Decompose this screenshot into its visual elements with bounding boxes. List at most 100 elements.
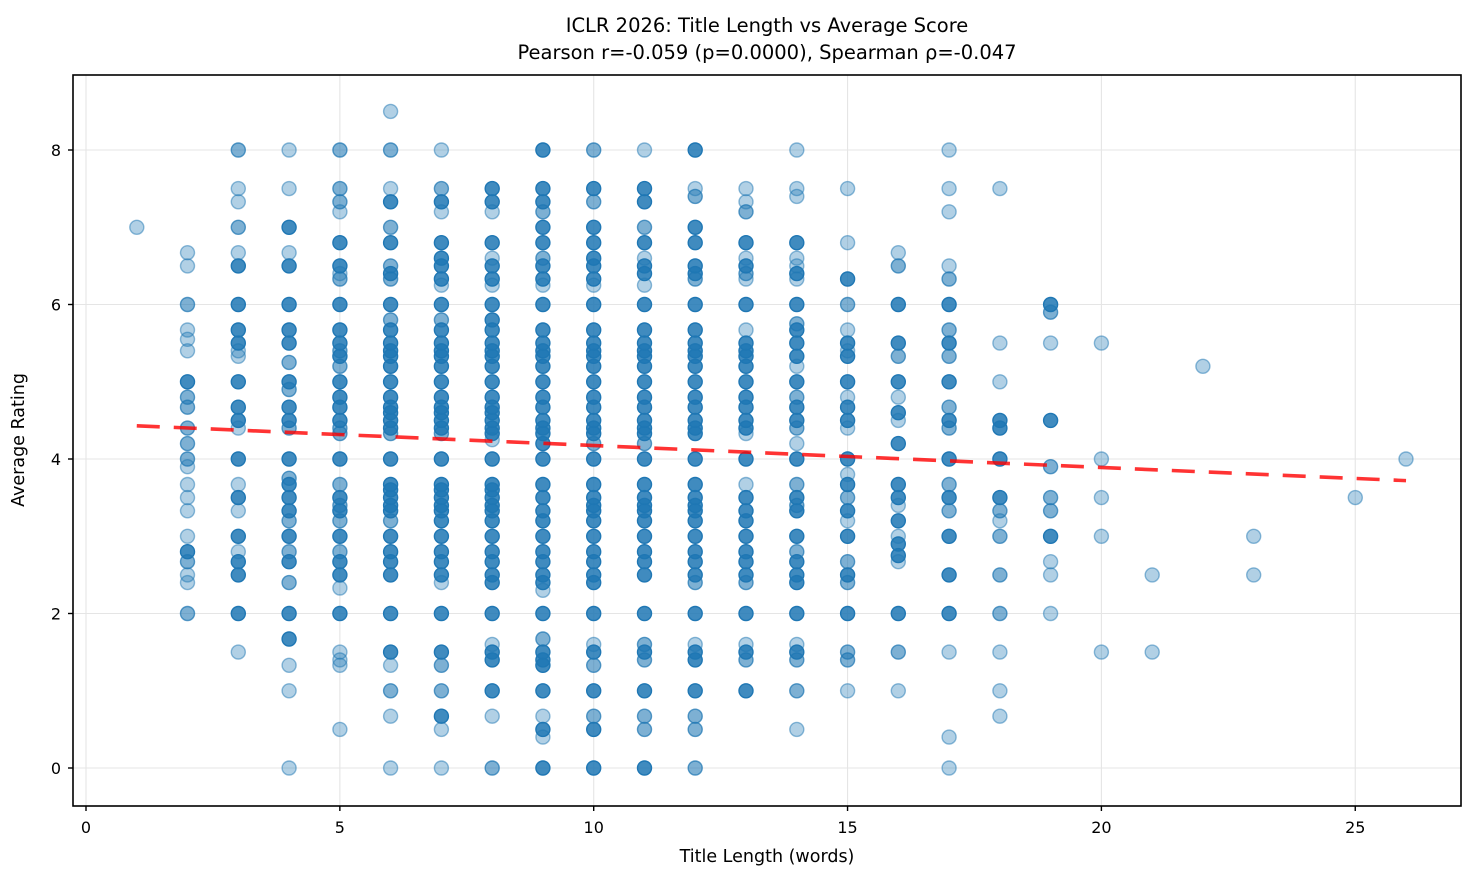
scatter-point (586, 683, 602, 699)
scatter-point (738, 476, 754, 493)
scatter-point (789, 265, 805, 282)
scatter-point (687, 683, 703, 699)
scatter-point (890, 412, 906, 429)
scatter-point (230, 348, 247, 364)
scatter-point (636, 721, 653, 738)
scatter-point (586, 374, 602, 390)
scatter-point (179, 374, 196, 390)
scatter-point (332, 451, 348, 467)
scatter-point (941, 296, 957, 313)
scatter-point (738, 322, 754, 338)
scatter-point (738, 574, 754, 591)
scatter-point (332, 296, 348, 313)
scatter-point (738, 296, 754, 313)
x-tick-label: 0 (81, 818, 91, 837)
scatter-point (129, 219, 145, 236)
scatter-point (433, 513, 450, 529)
scatter-point (789, 503, 805, 519)
chart-subtitle: Pearson r=-0.059 (p=0.0000), Spearman ρ=… (517, 41, 1016, 64)
scatter-point (636, 194, 653, 210)
scatter-point (636, 513, 653, 529)
scatter-point (332, 528, 348, 544)
scatter-point (179, 459, 196, 475)
scatter-point (789, 399, 805, 415)
scatter-point (535, 476, 551, 493)
x-tick-label: 25 (1345, 818, 1365, 837)
scatter-point (1347, 489, 1364, 506)
x-tick-label: 5 (335, 818, 345, 837)
scatter-point (789, 554, 805, 570)
scatter-point (586, 180, 602, 197)
scatter-point (281, 476, 297, 493)
scatter-point (586, 277, 602, 293)
scatter-point (789, 322, 805, 338)
scatter-point (535, 296, 551, 313)
scatter-point (535, 277, 551, 293)
scatter-point (839, 513, 856, 529)
scatter-point (890, 244, 906, 261)
scatter-point (941, 374, 957, 390)
scatter-point (636, 554, 653, 570)
scatter-point (636, 567, 653, 583)
scatter-point (433, 322, 450, 338)
scatter-point (1042, 554, 1059, 570)
scatter-point (890, 513, 906, 529)
scatter-point (535, 358, 551, 374)
scatter-point (535, 708, 551, 724)
scatter-point (636, 451, 653, 467)
scatter-point (839, 322, 856, 338)
scatter-point (382, 567, 399, 583)
scatter-point (535, 204, 551, 220)
scatter-point (941, 567, 957, 583)
scatter-point (1093, 451, 1110, 467)
scatter-point (281, 605, 297, 622)
scatter-point (738, 513, 754, 529)
scatter-point (839, 234, 856, 251)
y-axis-label: Average Rating (9, 373, 29, 507)
scatter-point (535, 605, 551, 622)
scatter-point (890, 497, 906, 514)
scatter-point (738, 425, 754, 442)
scatter-point (382, 142, 399, 158)
scatter-point (586, 708, 602, 724)
scatter-point (992, 605, 1008, 622)
scatter-point (941, 271, 957, 287)
scatter-point (433, 271, 450, 287)
scatter-point (433, 142, 450, 158)
scatter-point (382, 234, 399, 251)
scatter-point (738, 180, 754, 197)
scatter-point (1042, 567, 1059, 583)
scatter-point (789, 420, 805, 436)
scatter-point (179, 574, 196, 591)
scatter-point (586, 194, 602, 210)
scatter-point (179, 244, 196, 261)
scatter-point (484, 513, 500, 529)
scatter-point (332, 374, 348, 390)
scatter-point (382, 358, 399, 374)
scatter-point (230, 244, 247, 261)
scatter-point (586, 513, 602, 529)
scatter-point (433, 528, 450, 544)
scatter-point (230, 399, 247, 415)
plot-frame (72, 74, 1462, 807)
scatter-point (1093, 335, 1110, 351)
scatter-point (890, 296, 906, 313)
scatter-point (1144, 644, 1160, 660)
scatter-point (281, 451, 297, 467)
scatter-point (332, 567, 348, 583)
scatter-point (230, 412, 247, 429)
scatter-point (230, 476, 247, 493)
scatter-point (230, 554, 247, 570)
scatter-point (789, 435, 805, 452)
scatter-point (332, 399, 348, 415)
scatter-point (839, 451, 856, 467)
scatter-point (433, 258, 450, 274)
scatter-point (281, 513, 297, 529)
scatter-point (484, 358, 500, 374)
scatter-point (433, 234, 450, 251)
scatter-point (687, 652, 703, 668)
y-tick-label: 6 (51, 296, 61, 315)
scatter-point (484, 322, 500, 338)
scatter-point (179, 435, 196, 452)
scatter-point (230, 567, 247, 583)
